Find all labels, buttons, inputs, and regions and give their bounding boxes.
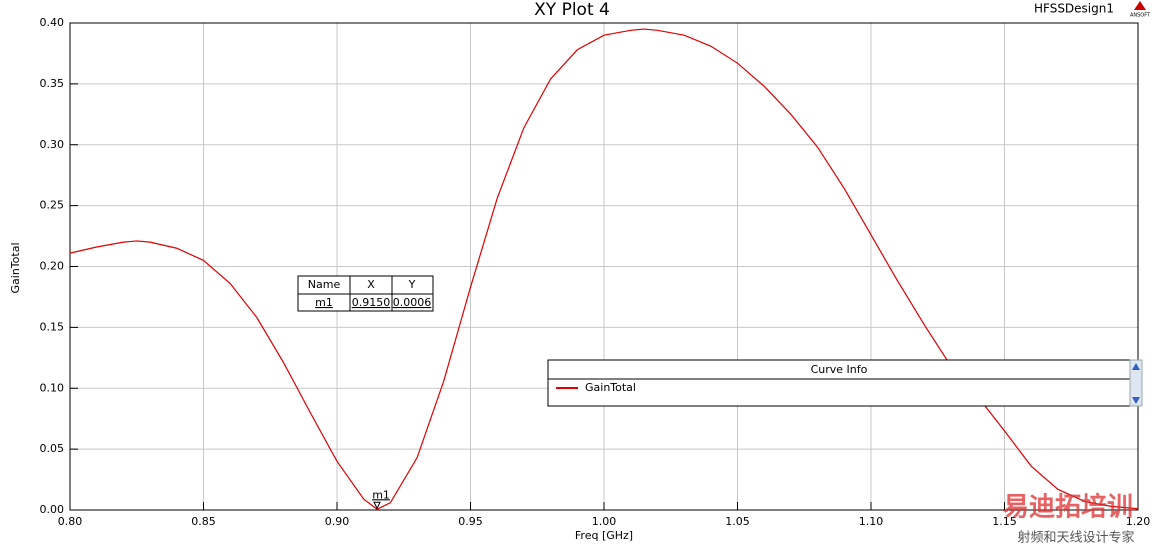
- scroll-down[interactable]: [1132, 397, 1140, 404]
- series-line: [69, 28, 1139, 510]
- x-tick-label: 1.00: [592, 515, 617, 528]
- y-tick-label: 0.15: [40, 320, 65, 333]
- legend-label: GainTotal: [585, 381, 636, 394]
- plot-area: 0.00 0.05 0.10 0.15 0.20 0.25 0.30 0.35 0.40 0.80…: [40, 16, 1151, 528]
- watermark-title: 易迪拓培训: [1003, 493, 1133, 523]
- legend: Curve Info GainTotal: [547, 359, 1143, 407]
- x-tick-label: 1.05: [725, 515, 750, 528]
- y-tick-label: 0.40: [40, 16, 65, 29]
- overlay: Name X Y m1 0.9150 0.0006 Curve Info Gai…: [297, 275, 1143, 546]
- x-tick-label: 0.95: [458, 515, 483, 528]
- y-tick-label: 0.20: [40, 260, 65, 273]
- y-tick-label: 0.10: [40, 381, 65, 394]
- scroll-up[interactable]: [1132, 363, 1140, 370]
- table-header: Name: [308, 278, 341, 291]
- design-name: HFSSDesign1: [1034, 2, 1114, 16]
- legend-scrollbar[interactable]: [1129, 359, 1143, 407]
- y-axis-label: GainTotal: [9, 243, 22, 294]
- y-tick-label: 0.00: [40, 503, 65, 516]
- table-header: X: [367, 278, 375, 291]
- x-tick-label: 1.15: [992, 515, 1017, 528]
- x-axis-label: Freq [GHz]: [575, 529, 633, 542]
- logo-icon: [1134, 1, 1146, 10]
- chart-title: XY Plot 4: [534, 0, 610, 20]
- table-cell: m1: [315, 296, 333, 309]
- table-cell: 0.9150: [352, 296, 391, 309]
- table-header: Y: [408, 278, 416, 291]
- marker-table: Name X Y m1 0.9150 0.0006: [297, 275, 434, 312]
- y-tick-label: 0.35: [40, 77, 65, 90]
- y-tick-label: 0.25: [40, 199, 65, 212]
- x-tick-label: 1.10: [859, 515, 884, 528]
- x-tick-label: 0.80: [58, 515, 83, 528]
- watermark-subtitle: 射频和天线设计专家: [1017, 530, 1134, 546]
- plot-border: [69, 22, 1139, 511]
- legend-box: [547, 359, 1131, 407]
- logo: ANSOFT: [1130, 13, 1151, 19]
- x-tick-label: 0.85: [191, 515, 216, 528]
- marker-label: m1: [372, 488, 390, 501]
- table-cell: 0.0006: [393, 296, 432, 309]
- marker: [373, 501, 381, 510]
- legend-title: Curve Info: [811, 363, 868, 376]
- y-tick-label: 0.30: [40, 138, 65, 151]
- y-tick-label: 0.05: [40, 442, 65, 455]
- x-tick-label: 1.20: [1126, 515, 1151, 528]
- x-tick-label: 0.90: [325, 515, 350, 528]
